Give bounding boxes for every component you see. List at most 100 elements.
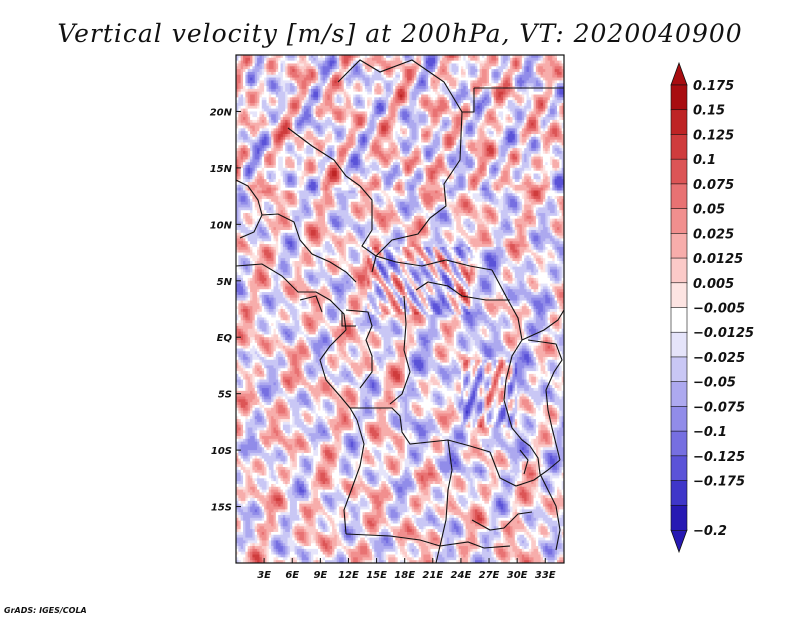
heatmap-cell (360, 75, 363, 78)
heatmap-cell (409, 72, 412, 75)
heatmap-cell (501, 83, 504, 86)
heatmap-cell (550, 61, 553, 64)
heatmap-cell (327, 80, 330, 83)
heatmap-cell (276, 72, 279, 75)
heatmap-cell (442, 72, 445, 75)
heatmap-cell (273, 66, 276, 69)
heatmap-cell (398, 75, 401, 78)
heatmap-cell (473, 69, 476, 72)
heatmap-cell (252, 83, 255, 86)
heatmap-cell (527, 83, 530, 86)
heatmap-cell (391, 83, 394, 86)
heatmap-cell (304, 58, 307, 61)
heatmap-cell (374, 80, 377, 83)
heatmap-cell (323, 83, 326, 86)
heatmap-cell (505, 66, 508, 69)
heatmap-cell (365, 83, 368, 86)
heatmap-cell (510, 61, 513, 64)
heatmap-cell (353, 72, 356, 75)
heatmap-cell (243, 78, 246, 81)
heatmap-cell (377, 83, 380, 86)
heatmap-cell (344, 61, 347, 64)
heatmap-cell (449, 69, 452, 72)
heatmap-cell (320, 69, 323, 72)
heatmap-cell (341, 58, 344, 61)
heatmap-cell (269, 63, 272, 66)
heatmap-cell (512, 66, 515, 69)
heatmap-cell (323, 72, 326, 75)
heatmap-cell (433, 78, 436, 81)
heatmap-cell (527, 58, 530, 61)
heatmap-cell (433, 83, 436, 86)
heatmap-cell (466, 58, 469, 61)
heatmap-cell (538, 63, 541, 66)
heatmap-cell (351, 75, 354, 78)
heatmap-cell (365, 69, 368, 72)
heatmap-cell (430, 69, 433, 72)
heatmap-cell (245, 69, 248, 72)
heatmap-cell (447, 80, 450, 83)
heatmap-cell (550, 58, 553, 61)
heatmap-cell (430, 78, 433, 81)
heatmap-cell (548, 80, 551, 83)
heatmap-cell (332, 80, 335, 83)
heatmap-cell (550, 66, 553, 69)
heatmap-cell (276, 58, 279, 61)
heatmap-cell (508, 63, 511, 66)
heatmap-cell (273, 72, 276, 75)
heatmap-cell (262, 69, 265, 72)
heatmap-cell (285, 80, 288, 83)
heatmap-cell (405, 69, 408, 72)
heatmap-cell (435, 83, 438, 86)
heatmap-cell (344, 58, 347, 61)
heatmap-cell (459, 72, 462, 75)
heatmap-cell (290, 61, 293, 64)
heatmap-cell (536, 63, 539, 66)
heatmap-cell (355, 75, 358, 78)
heatmap-cell (489, 61, 492, 64)
heatmap-cell (363, 58, 366, 61)
heatmap-cell (248, 63, 251, 66)
heatmap-cell (447, 61, 450, 64)
heatmap-cell (435, 61, 438, 64)
heatmap-cell (428, 66, 431, 69)
heatmap-cell (414, 69, 417, 72)
heatmap-cell (519, 72, 522, 75)
heatmap-cell (440, 58, 443, 61)
heatmap-cell (470, 83, 473, 86)
heatmap-cell (313, 78, 316, 81)
heatmap-cell (508, 75, 511, 78)
heatmap-cell (498, 75, 501, 78)
heatmap-cell (477, 78, 480, 81)
heatmap-cell (559, 75, 562, 78)
heatmap-cell (414, 78, 417, 81)
heatmap-cell (341, 80, 344, 83)
heatmap-cell (309, 72, 312, 75)
heatmap-cell (543, 66, 546, 69)
heatmap-cell (271, 80, 274, 83)
heatmap-cell (372, 69, 375, 72)
heatmap-cell (313, 61, 316, 64)
heatmap-cell (552, 61, 555, 64)
heatmap-cell (241, 69, 244, 72)
heatmap-cell (288, 58, 291, 61)
heatmap-cell (292, 78, 295, 81)
heatmap-cell (257, 83, 260, 86)
heatmap-cell (529, 63, 532, 66)
heatmap-cell (297, 61, 300, 64)
heatmap-cell (386, 75, 389, 78)
heatmap-cell (325, 58, 328, 61)
heatmap-cell (377, 75, 380, 78)
heatmap-cell (517, 72, 520, 75)
heatmap-cell (470, 69, 473, 72)
heatmap-cell (245, 72, 248, 75)
heatmap-cell (515, 61, 518, 64)
heatmap-cell (538, 69, 541, 72)
heatmap-cell (365, 66, 368, 69)
heatmap-cell (405, 78, 408, 81)
heatmap-cell (527, 69, 530, 72)
heatmap-cell (393, 58, 396, 61)
heatmap-cell (510, 75, 513, 78)
heatmap-cell (323, 63, 326, 66)
heatmap-cell (346, 63, 349, 66)
